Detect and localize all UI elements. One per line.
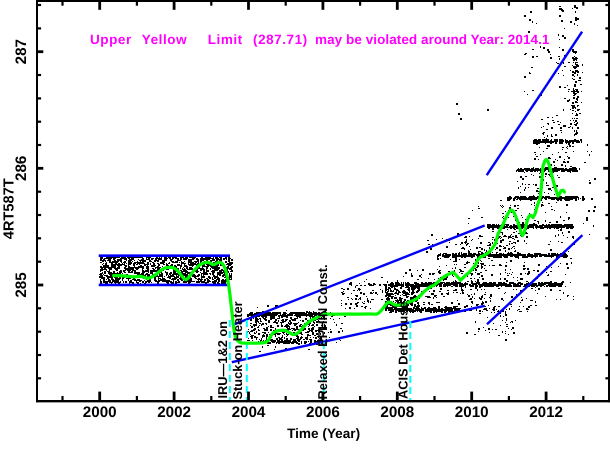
svg-text:2012: 2012 [529, 404, 563, 421]
svg-text:2008: 2008 [380, 404, 414, 421]
svg-text:2000: 2000 [83, 404, 117, 421]
svg-text:2006: 2006 [306, 404, 340, 421]
svg-text:Upper Yellow Limit (287.71): Upper Yellow Limit (287.71) [90, 32, 308, 47]
svg-text:Time (Year): Time (Year) [287, 426, 360, 441]
svg-text:287: 287 [13, 39, 30, 64]
svg-text:286: 286 [13, 156, 30, 181]
svg-text:IRU—1&2 on: IRU—1&2 on [215, 321, 230, 399]
svg-text:285: 285 [13, 272, 30, 298]
svg-text:2010: 2010 [455, 404, 489, 421]
svg-text:may be violated around Year: 2: may be violated around Year: 2014.1 [315, 32, 550, 47]
svg-text:ACIS Det House: ACIS Det House [396, 302, 411, 399]
svg-text:Stuck-on Heater: Stuck-on Heater [230, 301, 245, 399]
svg-text:2004: 2004 [232, 404, 266, 421]
svg-text:2002: 2002 [157, 404, 191, 421]
svg-text:Relaxed EPHIN Const.: Relaxed EPHIN Const. [315, 264, 330, 399]
svg-text:4RT587T: 4RT587T [2, 178, 18, 239]
